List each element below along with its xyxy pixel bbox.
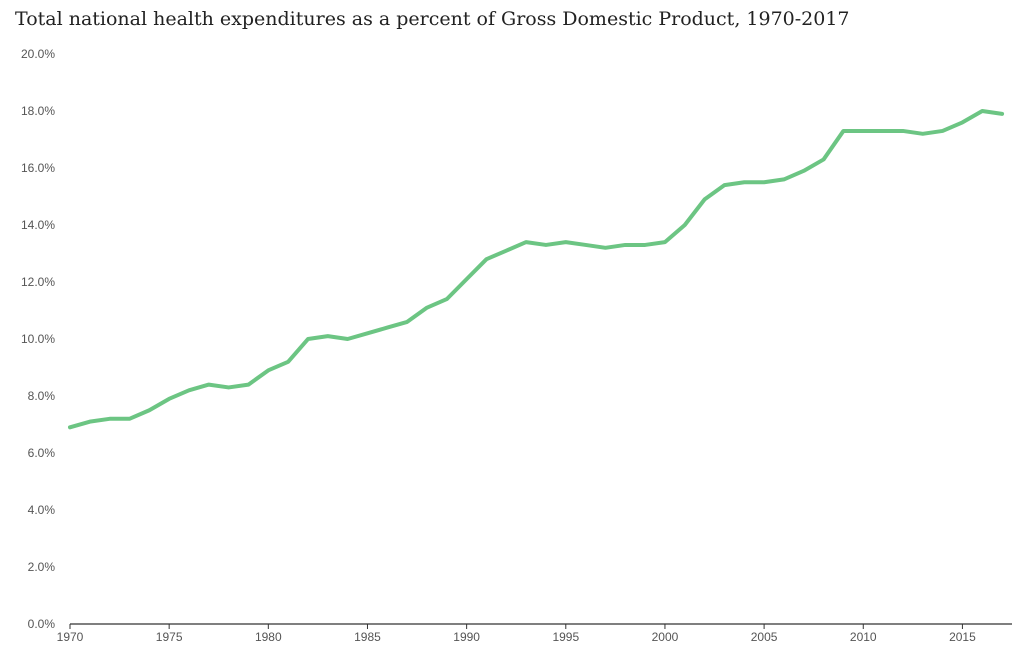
x-tick-label: 1975 — [156, 630, 183, 644]
y-tick-label: 20.0% — [21, 47, 55, 61]
x-tick-label: 2005 — [751, 630, 778, 644]
x-tick-label: 2010 — [850, 630, 877, 644]
x-tick-label: 1985 — [354, 630, 381, 644]
x-tick-label: 1990 — [453, 630, 480, 644]
y-tick-label: 8.0% — [28, 389, 56, 403]
y-tick-label: 0.0% — [28, 617, 56, 631]
series-layer — [68, 109, 1005, 430]
y-tick-label: 12.0% — [21, 275, 55, 289]
x-tick-label: 1980 — [255, 630, 282, 644]
x-tick-label: 2000 — [652, 630, 679, 644]
x-tick-label: 1970 — [57, 630, 84, 644]
y-tick-label: 6.0% — [28, 446, 56, 460]
series-line — [68, 109, 1005, 430]
y-tick-label: 2.0% — [28, 560, 56, 574]
x-tick-label: 1995 — [552, 630, 579, 644]
x-axis: 1970 1975 1980 1985 1990 1995 2000 2005 2010 2015 — [57, 623, 1012, 644]
y-tick-label: 4.0% — [28, 503, 56, 517]
y-tick-label: 14.0% — [21, 218, 55, 232]
y-tick-label: 18.0% — [21, 104, 55, 118]
y-tick-label: 10.0% — [21, 332, 55, 346]
x-tick-label: 2015 — [949, 630, 976, 644]
chart-title: Total national health expenditures as a … — [15, 8, 850, 30]
y-tick-label: 16.0% — [21, 161, 55, 175]
y-axis: 0.0% 2.0% 4.0% 6.0% 8.0% 10.0% 12.0% 14.0% 16.0%… — [21, 47, 55, 631]
